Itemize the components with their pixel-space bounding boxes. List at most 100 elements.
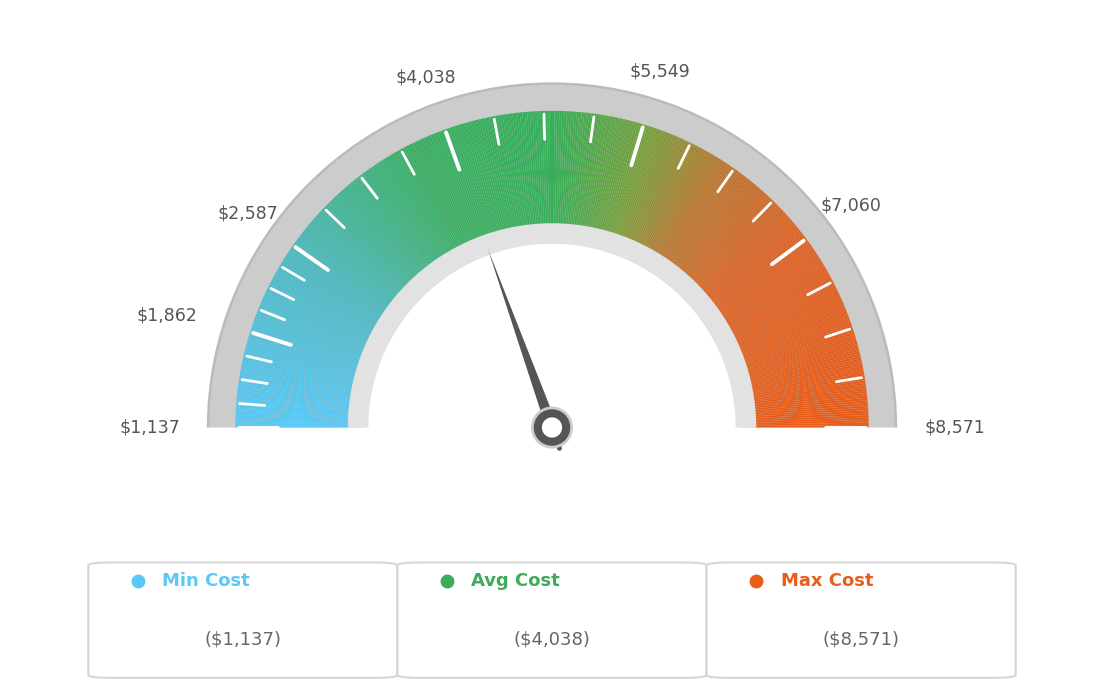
Wedge shape [605,122,638,233]
Wedge shape [747,344,858,375]
Wedge shape [454,126,491,235]
Wedge shape [267,286,371,338]
Wedge shape [716,244,811,311]
Wedge shape [242,363,353,388]
Wedge shape [613,126,650,235]
Wedge shape [331,198,412,282]
Wedge shape [734,290,839,342]
Wedge shape [237,385,351,402]
Wedge shape [264,295,368,344]
Wedge shape [754,397,868,410]
Wedge shape [749,351,860,380]
Wedge shape [360,175,431,266]
Wedge shape [243,358,354,385]
Wedge shape [295,241,388,310]
Wedge shape [718,246,813,313]
Wedge shape [546,111,551,225]
Wedge shape [241,368,353,391]
Wedge shape [753,383,866,400]
Wedge shape [712,233,804,304]
Wedge shape [553,111,558,225]
Wedge shape [348,184,423,273]
Wedge shape [601,120,630,231]
Wedge shape [325,206,407,286]
Wedge shape [235,413,350,420]
Wedge shape [684,188,762,275]
Wedge shape [616,127,655,236]
Wedge shape [299,235,391,306]
Wedge shape [532,111,541,225]
Wedge shape [726,266,826,326]
Wedge shape [745,330,853,366]
Wedge shape [746,337,856,371]
Wedge shape [666,166,732,261]
Wedge shape [330,200,411,283]
Wedge shape [699,209,783,289]
Wedge shape [639,142,691,246]
Wedge shape [655,155,715,254]
Wedge shape [744,327,853,365]
Wedge shape [752,375,864,396]
Wedge shape [755,425,869,428]
Wedge shape [251,330,359,366]
Wedge shape [287,252,383,316]
FancyBboxPatch shape [707,562,1016,678]
Text: Max Cost: Max Cost [781,572,873,590]
Wedge shape [751,363,862,388]
Wedge shape [270,279,373,334]
Wedge shape [240,371,352,393]
Wedge shape [654,154,713,253]
Wedge shape [687,192,765,277]
Wedge shape [238,380,351,399]
Wedge shape [708,224,796,298]
Wedge shape [315,216,401,293]
Wedge shape [721,254,818,317]
Wedge shape [411,143,463,246]
Wedge shape [514,112,530,226]
Wedge shape [710,230,800,302]
Wedge shape [291,246,386,313]
Wedge shape [327,204,408,286]
Wedge shape [480,119,508,230]
Circle shape [532,408,572,447]
Wedge shape [328,202,410,284]
Wedge shape [246,344,357,375]
Circle shape [542,417,562,437]
Wedge shape [745,332,854,368]
Wedge shape [279,264,379,324]
Wedge shape [649,150,707,250]
Wedge shape [628,134,673,240]
Polygon shape [488,248,558,429]
Wedge shape [256,311,363,355]
Wedge shape [236,403,350,413]
Wedge shape [747,346,859,377]
Wedge shape [268,284,371,337]
Wedge shape [631,136,678,242]
Wedge shape [518,112,531,226]
Wedge shape [470,121,501,232]
Wedge shape [406,146,460,248]
Wedge shape [747,342,858,374]
Wedge shape [382,159,445,257]
Wedge shape [581,114,599,227]
Wedge shape [611,124,645,234]
Wedge shape [274,275,374,331]
Wedge shape [348,224,756,428]
Wedge shape [389,155,449,254]
Wedge shape [309,222,397,297]
Wedge shape [754,415,869,421]
Wedge shape [482,118,509,230]
Wedge shape [742,315,849,357]
Wedge shape [753,385,867,402]
Wedge shape [269,282,372,335]
Wedge shape [652,152,711,253]
Text: $2,587: $2,587 [217,204,278,222]
Wedge shape [341,190,418,277]
Wedge shape [400,149,456,250]
Wedge shape [737,302,843,348]
Wedge shape [636,139,684,244]
Wedge shape [252,325,360,364]
Wedge shape [625,132,669,239]
Wedge shape [433,133,477,239]
Wedge shape [702,215,788,293]
